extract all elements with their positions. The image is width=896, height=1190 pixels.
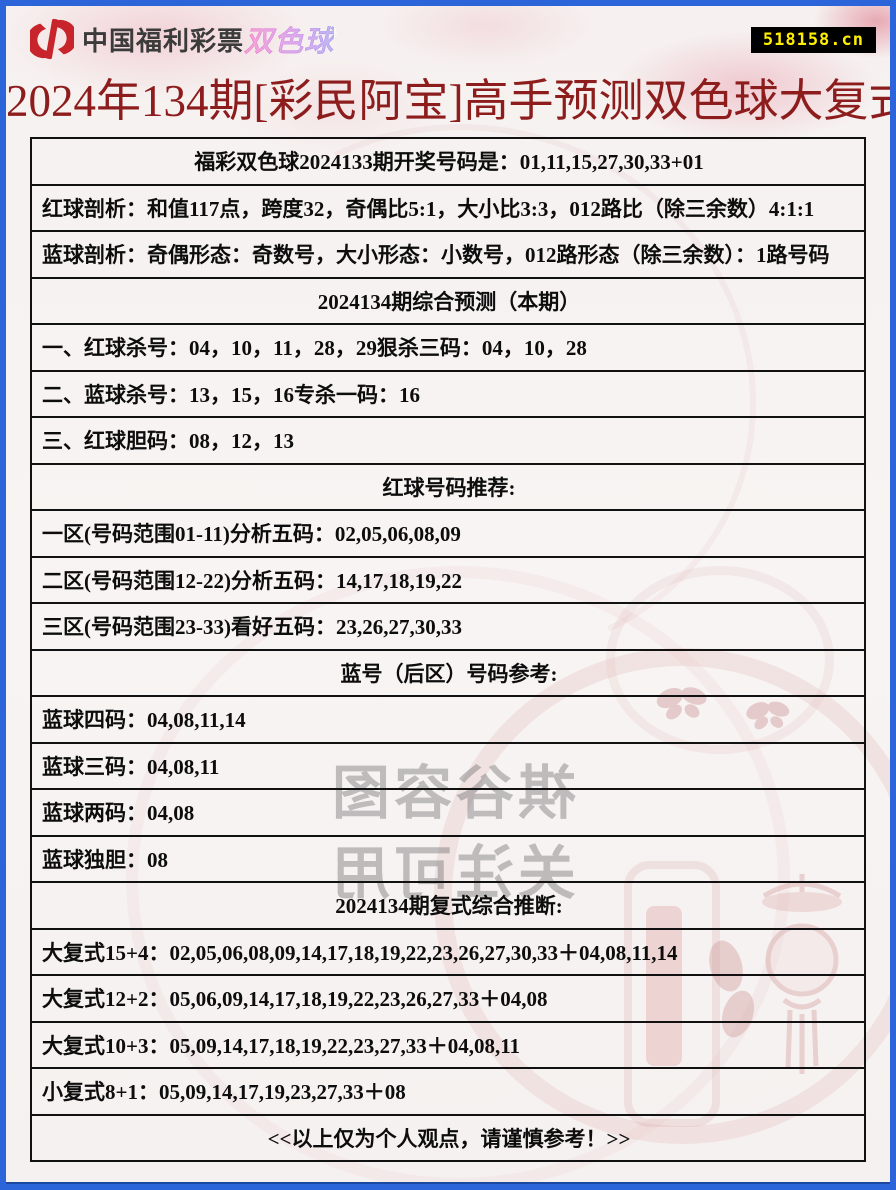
welfare-lottery-icon [26, 17, 78, 61]
table-row: <<以上仅为个人观点，请谨慎参考！>> [30, 1113, 866, 1162]
table-row: 2024134期复式综合推断: [30, 881, 866, 930]
row-section-complex-header: 2024134期复式综合推断: [30, 881, 866, 930]
row-section-blue-reference-header: 蓝号（后区）号码参考: [30, 648, 866, 697]
table-row: 三、红球胆码：08，12，13 [30, 416, 866, 465]
row-blue-two-codes: 蓝球两码：04,08 [30, 788, 866, 837]
row-last-draw-result: 福彩双色球2024133期开奖号码是：01,11,15,27,30,33+01 [30, 137, 866, 186]
row-complex-12-2: 大复式12+2：05,06,09,14,17,18,19,22,23,26,27… [30, 974, 866, 1023]
row-blue-three-codes: 蓝球三码：04,08,11 [30, 741, 866, 790]
table-row: 小复式8+1：05,09,14,17,19,23,27,33＋08 [30, 1067, 866, 1116]
row-section-forecast-header: 2024134期综合预测（本期） [30, 276, 866, 325]
logo-org-text: 中国福利彩票 [82, 25, 245, 56]
table-row: 红球剖析：和值117点，跨度32，奇偶比5:1，大小比3:3，012路比（除三余… [30, 183, 866, 232]
table-row: 蓝球三码：04,08,11 [30, 741, 866, 790]
row-blue-ball-analysis: 蓝球剖析：奇偶形态：奇数号，大小形态：小数号，012路形态（除三余数）：1路号码 [30, 230, 866, 279]
row-zone2-five-codes: 二区(号码范围12-22)分析五码：14,17,18,19,22 [30, 555, 866, 604]
table-row: 蓝球剖析：奇偶形态：奇数号，大小形态：小数号，012路形态（除三余数）：1路号码 [30, 230, 866, 279]
table-row: 红球号码推荐: [30, 462, 866, 511]
site-badge: 518158.cn [750, 27, 876, 53]
row-zone3-five-codes: 三区(号码范围23-33)看好五码：23,26,27,30,33 [30, 602, 866, 651]
logo-brand-text: 双色球 [244, 18, 334, 60]
table-row: 大复式12+2：05,06,09,14,17,18,19,22,23,26,27… [30, 974, 866, 1023]
prediction-table: 福彩双色球2024133期开奖号码是：01,11,15,27,30,33+01 … [30, 137, 866, 1162]
table-row: 蓝球两码：04,08 [30, 788, 866, 837]
lottery-logo: 中国福利彩票 双色球 [26, 17, 334, 61]
table-row: 福彩双色球2024133期开奖号码是：01,11,15,27,30,33+01 [30, 137, 866, 186]
row-complex-8-1: 小复式8+1：05,09,14,17,19,23,27,33＋08 [30, 1067, 866, 1116]
row-complex-10-3: 大复式10+3：05,09,14,17,18,19,22,23,27,33＋04… [30, 1020, 866, 1069]
row-disclaimer: <<以上仅为个人观点，请谨慎参考！>> [30, 1113, 866, 1162]
bottom-accent-line [6, 1182, 890, 1184]
header: 中国福利彩票 双色球 518158.cn [6, 15, 890, 71]
row-red-kill-numbers: 一、红球杀号：04，10，11，28，29狠杀三码：04，10，28 [30, 323, 866, 372]
table-row: 三区(号码范围23-33)看好五码：23,26,27,30,33 [30, 602, 866, 651]
table-row: 2024134期综合预测（本期） [30, 276, 866, 325]
row-blue-single-dan: 蓝球独胆：08 [30, 834, 866, 883]
table-row: 大复式15+4：02,05,06,08,09,14,17,18,19,22,23… [30, 927, 866, 976]
row-section-red-recommend-header: 红球号码推荐: [30, 462, 866, 511]
table-row: 蓝球独胆：08 [30, 834, 866, 883]
page-title: 2024年134期[彩民阿宝]高手预测双色球大复式15+4 [6, 76, 896, 126]
row-red-ball-analysis: 红球剖析：和值117点，跨度32，奇偶比5:1，大小比3:3，012路比（除三余… [30, 183, 866, 232]
table-row: 一区(号码范围01-11)分析五码：02,05,06,08,09 [30, 509, 866, 558]
table-row: 二、蓝球杀号：13，15，16专杀一码：16 [30, 369, 866, 418]
row-blue-four-codes: 蓝球四码：04,08,11,14 [30, 695, 866, 744]
table-row: 大复式10+3：05,09,14,17,18,19,22,23,27,33＋04… [30, 1020, 866, 1069]
table-row: 二区(号码范围12-22)分析五码：14,17,18,19,22 [30, 555, 866, 604]
table-row: 一、红球杀号：04，10，11，28，29狠杀三码：04，10，28 [30, 323, 866, 372]
row-red-dan-codes: 三、红球胆码：08，12，13 [30, 416, 866, 465]
row-complex-15-4: 大复式15+4：02,05,06,08,09,14,17,18,19,22,23… [30, 927, 866, 976]
table-row: 蓝球四码：04,08,11,14 [30, 695, 866, 744]
row-zone1-five-codes: 一区(号码范围01-11)分析五码：02,05,06,08,09 [30, 509, 866, 558]
table-row: 蓝号（后区）号码参考: [30, 648, 866, 697]
row-blue-kill-numbers: 二、蓝球杀号：13，15，16专杀一码：16 [30, 369, 866, 418]
